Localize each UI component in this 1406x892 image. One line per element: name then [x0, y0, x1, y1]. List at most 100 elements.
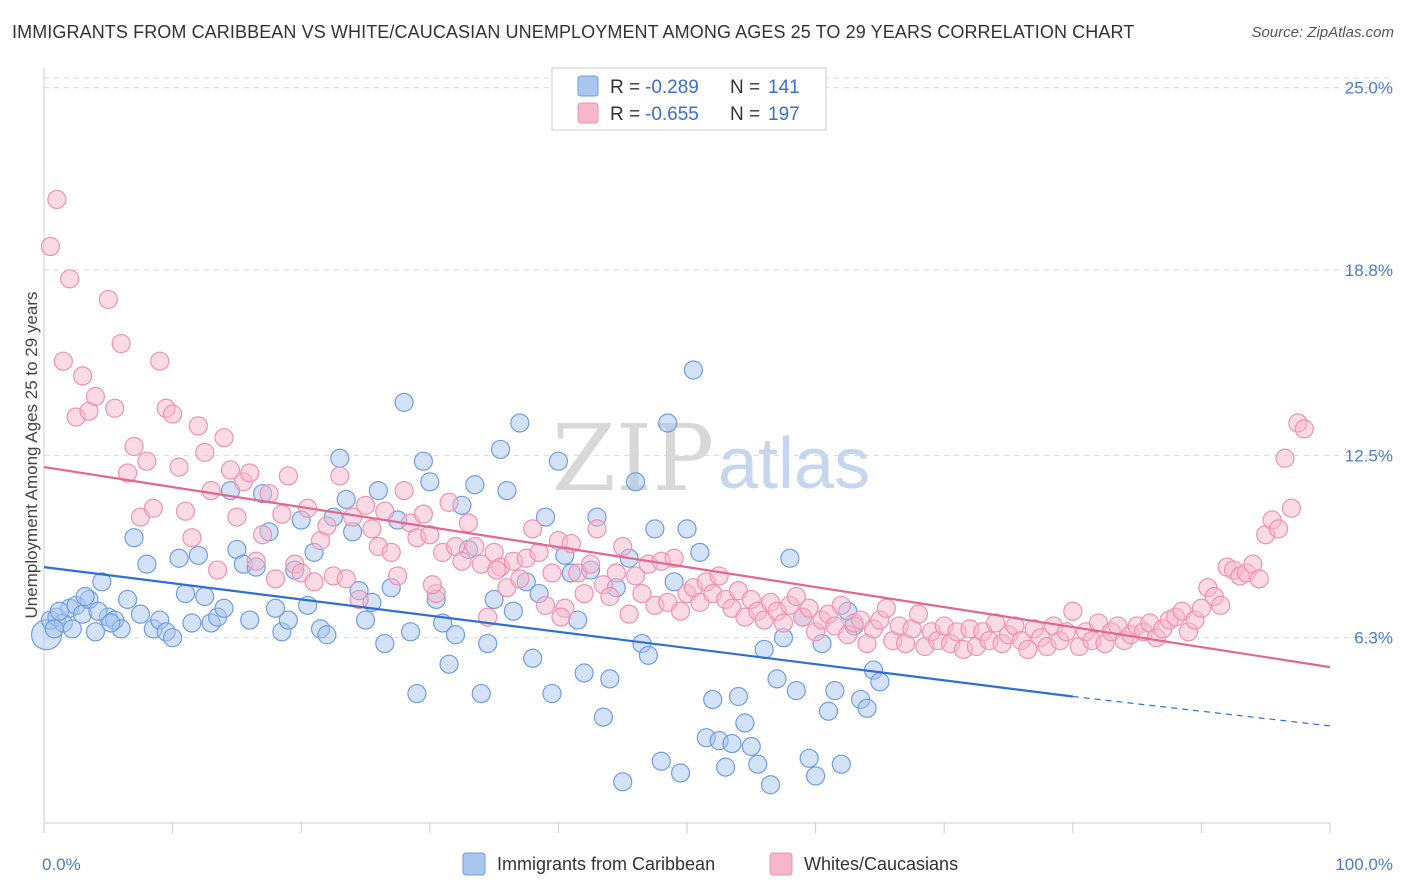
- point-pink-28: [227, 507, 247, 527]
- point-blue-128: [857, 698, 877, 718]
- point-pink-30: [240, 463, 260, 483]
- point-blue-14: [124, 528, 144, 548]
- trend-line-pink: [43, 466, 1331, 669]
- point-pink-20: [175, 501, 196, 521]
- point-blue-112: [754, 639, 774, 660]
- point-blue-60: [420, 472, 440, 492]
- y-tick-label-0: 6.3%: [1354, 629, 1393, 648]
- point-blue-38: [278, 610, 298, 630]
- point-pink-90: [625, 566, 646, 586]
- legend-swatch-pink: [577, 102, 599, 124]
- point-pink-89: [619, 604, 639, 624]
- y-axis-label: Unemployment Among Ages 25 to 29 years: [22, 292, 41, 619]
- point-blue-94: [638, 645, 659, 665]
- point-pink-2: [53, 351, 73, 371]
- point-blue-73: [503, 601, 523, 621]
- point-blue-87: [593, 707, 614, 727]
- point-pink-192: [1281, 498, 1302, 518]
- point-pink-45: [336, 569, 356, 589]
- point-pink-16: [150, 351, 170, 371]
- point-blue-78: [535, 507, 556, 527]
- point-pink-181: [1211, 595, 1231, 615]
- point-blue-102: [690, 542, 710, 562]
- point-pink-146: [986, 613, 1006, 633]
- point-pink-83: [580, 554, 601, 574]
- point-pink-26: [214, 428, 234, 448]
- point-pink-194: [1294, 419, 1314, 439]
- point-blue-88: [600, 669, 620, 689]
- point-pink-35: [272, 504, 292, 524]
- bottom-legend-label-blue: Immigrants from Caribbean: [497, 854, 715, 874]
- source-label: Source: ZipAtlas.com: [1251, 24, 1394, 41]
- chart-title: IMMIGRANTS FROM CARIBBEAN VS WHITE/CAUCA…: [12, 22, 1135, 42]
- point-pink-40: [304, 572, 324, 592]
- trend-line-blue: [43, 566, 1073, 698]
- point-pink-15: [143, 498, 163, 518]
- point-pink-51: [375, 501, 395, 521]
- point-blue-113: [760, 775, 781, 795]
- point-pink-77: [542, 563, 562, 583]
- point-blue-71: [490, 439, 511, 460]
- point-blue-123: [825, 681, 845, 701]
- point-pink-52: [381, 542, 401, 562]
- point-pink-42: [317, 516, 337, 536]
- point-pink-21: [182, 528, 202, 548]
- point-blue-114: [767, 669, 787, 689]
- scatter-points: [30, 189, 1314, 795]
- point-pink-47: [349, 589, 369, 610]
- point-blue-28: [214, 598, 234, 618]
- point-blue-111: [748, 754, 768, 774]
- point-pink-97: [670, 601, 691, 621]
- point-blue-50: [355, 610, 376, 630]
- point-blue-120: [805, 766, 826, 786]
- point-blue-8: [85, 622, 106, 642]
- legend-n-value-1: 141: [768, 77, 800, 98]
- point-blue-23: [182, 613, 202, 633]
- point-pink-84: [587, 519, 607, 539]
- point-blue-67: [465, 475, 485, 495]
- point-blue-133: [62, 619, 82, 639]
- point-blue-130: [870, 672, 890, 692]
- point-blue-95: [645, 519, 665, 539]
- point-blue-98: [664, 572, 684, 592]
- point-blue-134: [75, 586, 95, 607]
- bottom-legend: Immigrants from Caribbean Whites/Caucasi…: [462, 852, 958, 876]
- point-blue-74: [510, 413, 530, 433]
- point-blue-57: [400, 622, 421, 642]
- point-blue-47: [336, 489, 356, 510]
- point-pink-7: [85, 386, 106, 407]
- point-blue-22: [175, 583, 196, 604]
- point-pink-190: [1268, 519, 1289, 539]
- point-pink-0: [40, 236, 61, 257]
- point-blue-136: [101, 613, 121, 633]
- point-blue-63: [439, 654, 459, 674]
- point-blue-107: [722, 733, 742, 754]
- legend-n-label-2: N =: [730, 104, 760, 125]
- point-blue-116: [780, 548, 800, 568]
- point-pink-44: [330, 466, 350, 486]
- axes: [43, 68, 1331, 833]
- y-tick-label-2: 18.8%: [1345, 261, 1393, 280]
- point-pink-18: [163, 404, 183, 424]
- legend-swatch-blue: [577, 75, 599, 97]
- point-pink-178: [1191, 598, 1212, 618]
- watermark-zip: ZIP: [552, 405, 714, 512]
- point-blue-99: [670, 763, 691, 783]
- legend-r-value-2: -0.655: [645, 104, 699, 125]
- point-blue-53: [375, 633, 395, 654]
- point-blue-135: [88, 601, 108, 621]
- point-pink-9: [105, 398, 125, 418]
- point-pink-117: [799, 598, 819, 618]
- point-pink-197: [551, 607, 571, 627]
- point-pink-96: [664, 548, 684, 568]
- y-tick-label-3: 25.0%: [1345, 79, 1393, 98]
- point-blue-122: [818, 701, 839, 721]
- point-pink-11: [117, 463, 138, 483]
- watermark-atlas: atlas: [718, 424, 870, 504]
- watermark: ZIP atlas: [552, 405, 870, 512]
- point-blue-132: [49, 601, 70, 621]
- point-pink-10: [111, 333, 131, 354]
- point-blue-92: [625, 472, 646, 492]
- point-blue-69: [478, 633, 498, 654]
